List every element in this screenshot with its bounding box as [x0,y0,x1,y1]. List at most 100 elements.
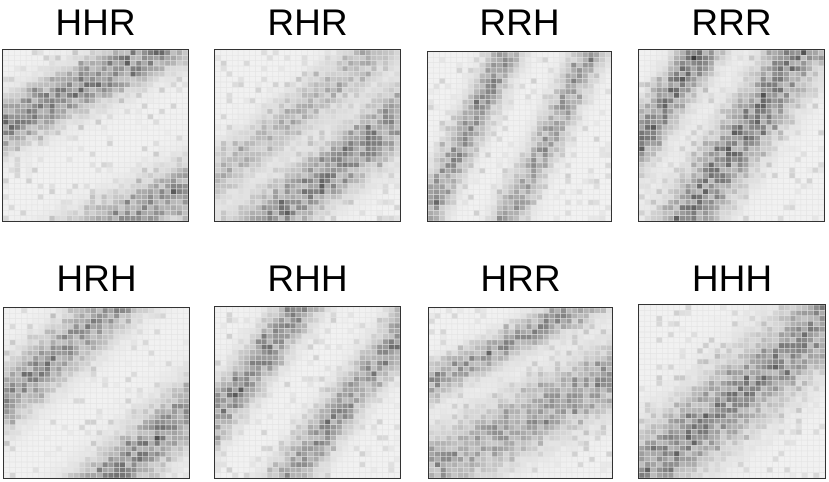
heatmap-cell [777,119,784,126]
heatmap-cell [141,183,148,190]
heatmap-cell [513,173,520,180]
heatmap-cell [78,419,86,426]
heatmap-cell [102,414,109,420]
heatmap-cell [95,60,102,67]
heatmap-cell [737,81,744,88]
heatmap-cell [112,199,119,206]
heatmap-cell [50,366,57,372]
heatmap-cell [542,194,549,201]
heatmap-cell [112,65,119,72]
heatmap-cell [524,157,532,164]
heatmap-cell [243,140,250,147]
heatmap-cell [214,188,222,195]
heatmap-cell [685,145,692,152]
heatmap-cell [214,194,222,200]
heatmap-cell [582,94,589,100]
heatmap-cell [89,167,96,174]
heatmap-cell [760,119,767,126]
heatmap-cell [696,81,703,88]
heatmap-cell [359,210,366,216]
heatmap-cell [530,162,537,169]
heatmap-cell [25,113,33,120]
heatmap-cell [289,113,297,120]
heatmap-cell [777,103,784,110]
heatmap-cell [794,71,802,77]
heatmap-cell [473,136,480,143]
heatmap-cell [530,99,537,106]
heatmap-cell [153,145,160,152]
heatmap-cell [806,87,813,93]
heatmap-cell [112,71,119,77]
heatmap-cell [748,183,755,190]
heatmap-cell [3,371,11,378]
heatmap-cell [129,71,137,77]
heatmap-cell [708,60,715,67]
heatmap-cell [382,124,389,131]
heatmap-cell [731,215,738,222]
heatmap-cell [450,104,457,111]
heatmap-cell [513,152,520,158]
heatmap-cell [318,71,326,77]
heatmap-cell [330,119,337,126]
heatmap-cell [789,103,796,110]
heatmap-cell [255,178,262,184]
heatmap-cell [83,76,90,83]
heatmap-cell [112,215,119,222]
heatmap-cell [170,87,177,93]
heatmap-cell [456,136,463,143]
heatmap-cell [14,87,21,93]
heatmap-cell [124,140,131,147]
heatmap-cell [31,178,38,184]
heatmap-cell [725,55,732,61]
heatmap-cell [433,167,440,174]
heatmap-cell [261,161,268,168]
heatmap-cell [129,183,137,190]
heatmap-cell [502,157,509,164]
heatmap-cell [783,167,790,174]
heatmap-cell [513,83,520,90]
heatmap-cell [812,204,819,211]
heatmap-cell [794,140,802,147]
heatmap-cell [702,76,709,83]
heatmap-cell [673,178,680,184]
heatmap-cell [433,99,440,106]
heatmap-cell [393,65,401,72]
heatmap-cell [101,97,108,104]
heatmap-cell [32,334,39,341]
heatmap-cell [324,156,331,163]
heatmap-cell [101,119,108,126]
heatmap-cell [502,94,509,100]
heatmap-cell [593,78,600,84]
heatmap-cell [284,103,291,110]
heatmap-cell [599,136,606,143]
heatmap-cell [170,215,177,222]
heatmap-cell [388,97,395,104]
heatmap-cell [490,162,497,169]
heatmap-cell [496,204,503,211]
heatmap-cell [696,145,703,152]
heatmap-cell [777,172,784,179]
heatmap-cell [112,210,119,216]
heatmap-cell [324,97,331,104]
heatmap-cell [77,124,85,131]
heatmap-cell [54,55,62,61]
heatmap-cell [427,88,434,95]
heatmap-cell [644,188,651,195]
heatmap-cell [38,429,45,436]
heatmap-cell [125,360,132,367]
heatmap-cell [502,120,509,127]
heatmap-cell [182,419,190,426]
heatmap-cell [249,49,256,56]
heatmap-cell [278,49,285,56]
heatmap-cell [444,167,452,174]
heatmap-cell [502,104,509,111]
heatmap-cell [249,140,256,147]
heatmap-cell [84,408,91,415]
heatmap-cell [685,167,692,174]
heatmap-cell [553,94,560,100]
heatmap-cell [496,51,503,58]
heatmap-cell [661,71,669,77]
heatmap-cell [226,108,233,115]
heatmap-cell [667,76,674,83]
heatmap-cell [8,161,15,168]
